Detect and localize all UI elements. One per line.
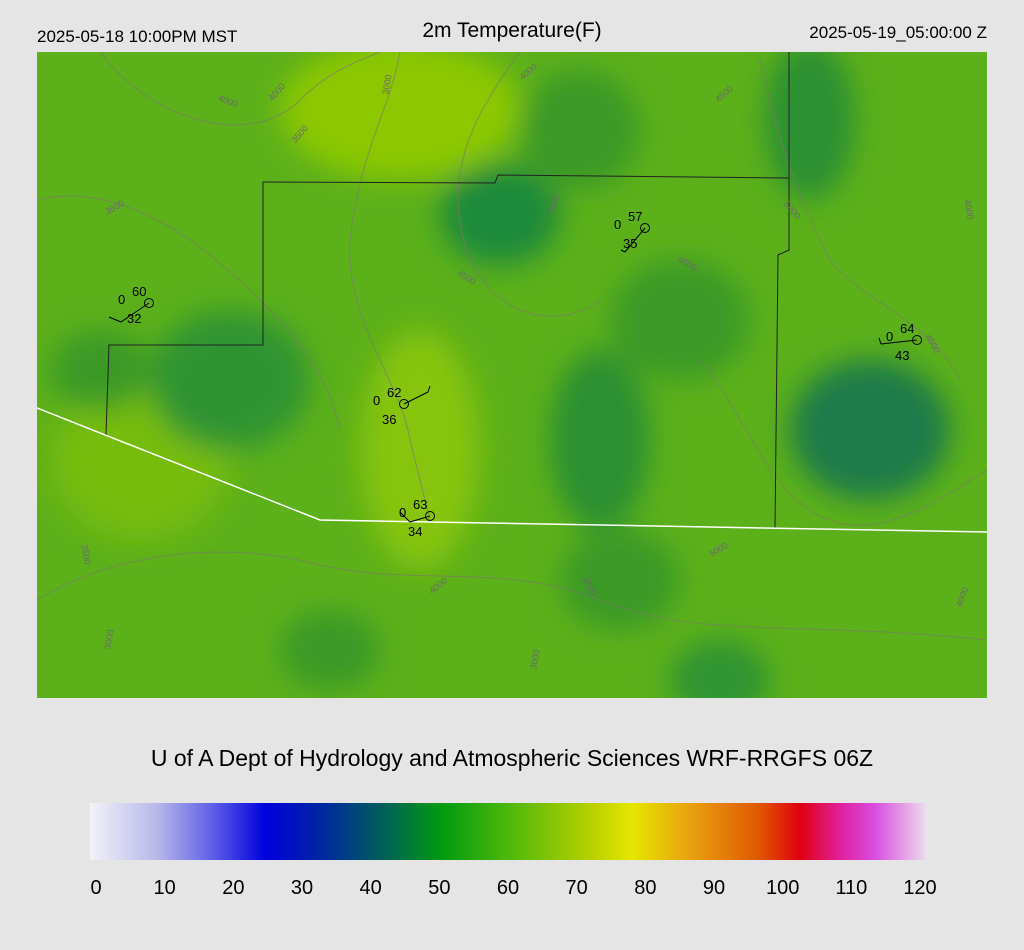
contour-label: 3000: [528, 649, 541, 670]
station-temperature: 60: [132, 284, 146, 299]
station-cloud: 0: [614, 217, 621, 232]
station-temperature: 62: [387, 385, 401, 400]
station-cloud: 0: [373, 393, 380, 408]
colorbar-tick-label: 0: [90, 877, 101, 899]
colorbar: [90, 803, 925, 860]
station-dewpoint: 43: [895, 348, 909, 363]
station: 64 043: [878, 321, 922, 363]
colorbar-tick-label: 10: [154, 877, 176, 899]
credit: U of A Dept of Hydrology and Atmospheric…: [151, 745, 873, 771]
contour-label: 3000: [102, 629, 115, 650]
valid-utc: 2025-05-19_05:00:00 Z: [809, 23, 987, 42]
station-dewpoint: 34: [408, 524, 422, 539]
wind-barb: [403, 385, 431, 405]
colorbar-tick-label: 70: [566, 877, 588, 899]
station-cloud: 0: [399, 505, 406, 520]
valid-local: 2025-05-18 10:00PM MST: [37, 27, 237, 46]
contour-label: 3000: [380, 74, 393, 95]
colorbar-tick-label: 90: [703, 877, 725, 899]
station-cloud: 0: [118, 292, 125, 307]
station: 60 032: [108, 284, 154, 326]
colorbar-tick-label: 40: [360, 877, 382, 899]
station-dewpoint: 32: [127, 311, 141, 326]
state-border: [37, 407, 987, 533]
station: 62 036: [373, 385, 431, 427]
temperature-field: [50, 52, 950, 698]
wind-barb: [108, 302, 150, 323]
station-cloud: 0: [886, 329, 893, 344]
colorbar-tick-label: 60: [497, 877, 519, 899]
colorbar-tick-label: 100: [766, 877, 799, 899]
map: 4000 400035003000350040004500450050004500…: [37, 52, 987, 698]
station-temperature: 57: [628, 209, 642, 224]
station-temperature: 63: [413, 497, 427, 512]
colorbar-tick-label: 110: [835, 877, 867, 899]
colorbar-tick-label: 50: [428, 877, 450, 899]
colorbar-tick-label: 20: [222, 877, 244, 899]
map-title: 2m Temperature(F): [422, 19, 601, 42]
wind-barb: [620, 227, 646, 253]
county-borders: [105, 52, 790, 529]
station-circle: [425, 511, 435, 521]
contours: [37, 52, 987, 641]
colorbar-tick-label: 120: [903, 877, 936, 899]
station: 63 034: [399, 497, 435, 539]
station-dewpoint: 36: [382, 412, 396, 427]
station-circle: [144, 298, 154, 308]
colorbar-tick-label: 80: [634, 877, 656, 899]
station: 57 035: [614, 209, 650, 253]
station-temperature: 64: [900, 321, 914, 336]
wind-barb: [878, 337, 918, 345]
wind-barb: [399, 511, 431, 523]
station-circle: [399, 399, 409, 409]
colorbar-tick-label: 30: [291, 877, 313, 899]
station-dewpoint: 35: [623, 236, 637, 251]
colorbar-ticks: 0 10 20 30 40 50 60 70 80 90 100 110 120: [90, 877, 936, 899]
contour-label: 3500: [79, 544, 92, 565]
contour-label: 4000: [962, 199, 975, 220]
station-circle: [640, 223, 650, 233]
